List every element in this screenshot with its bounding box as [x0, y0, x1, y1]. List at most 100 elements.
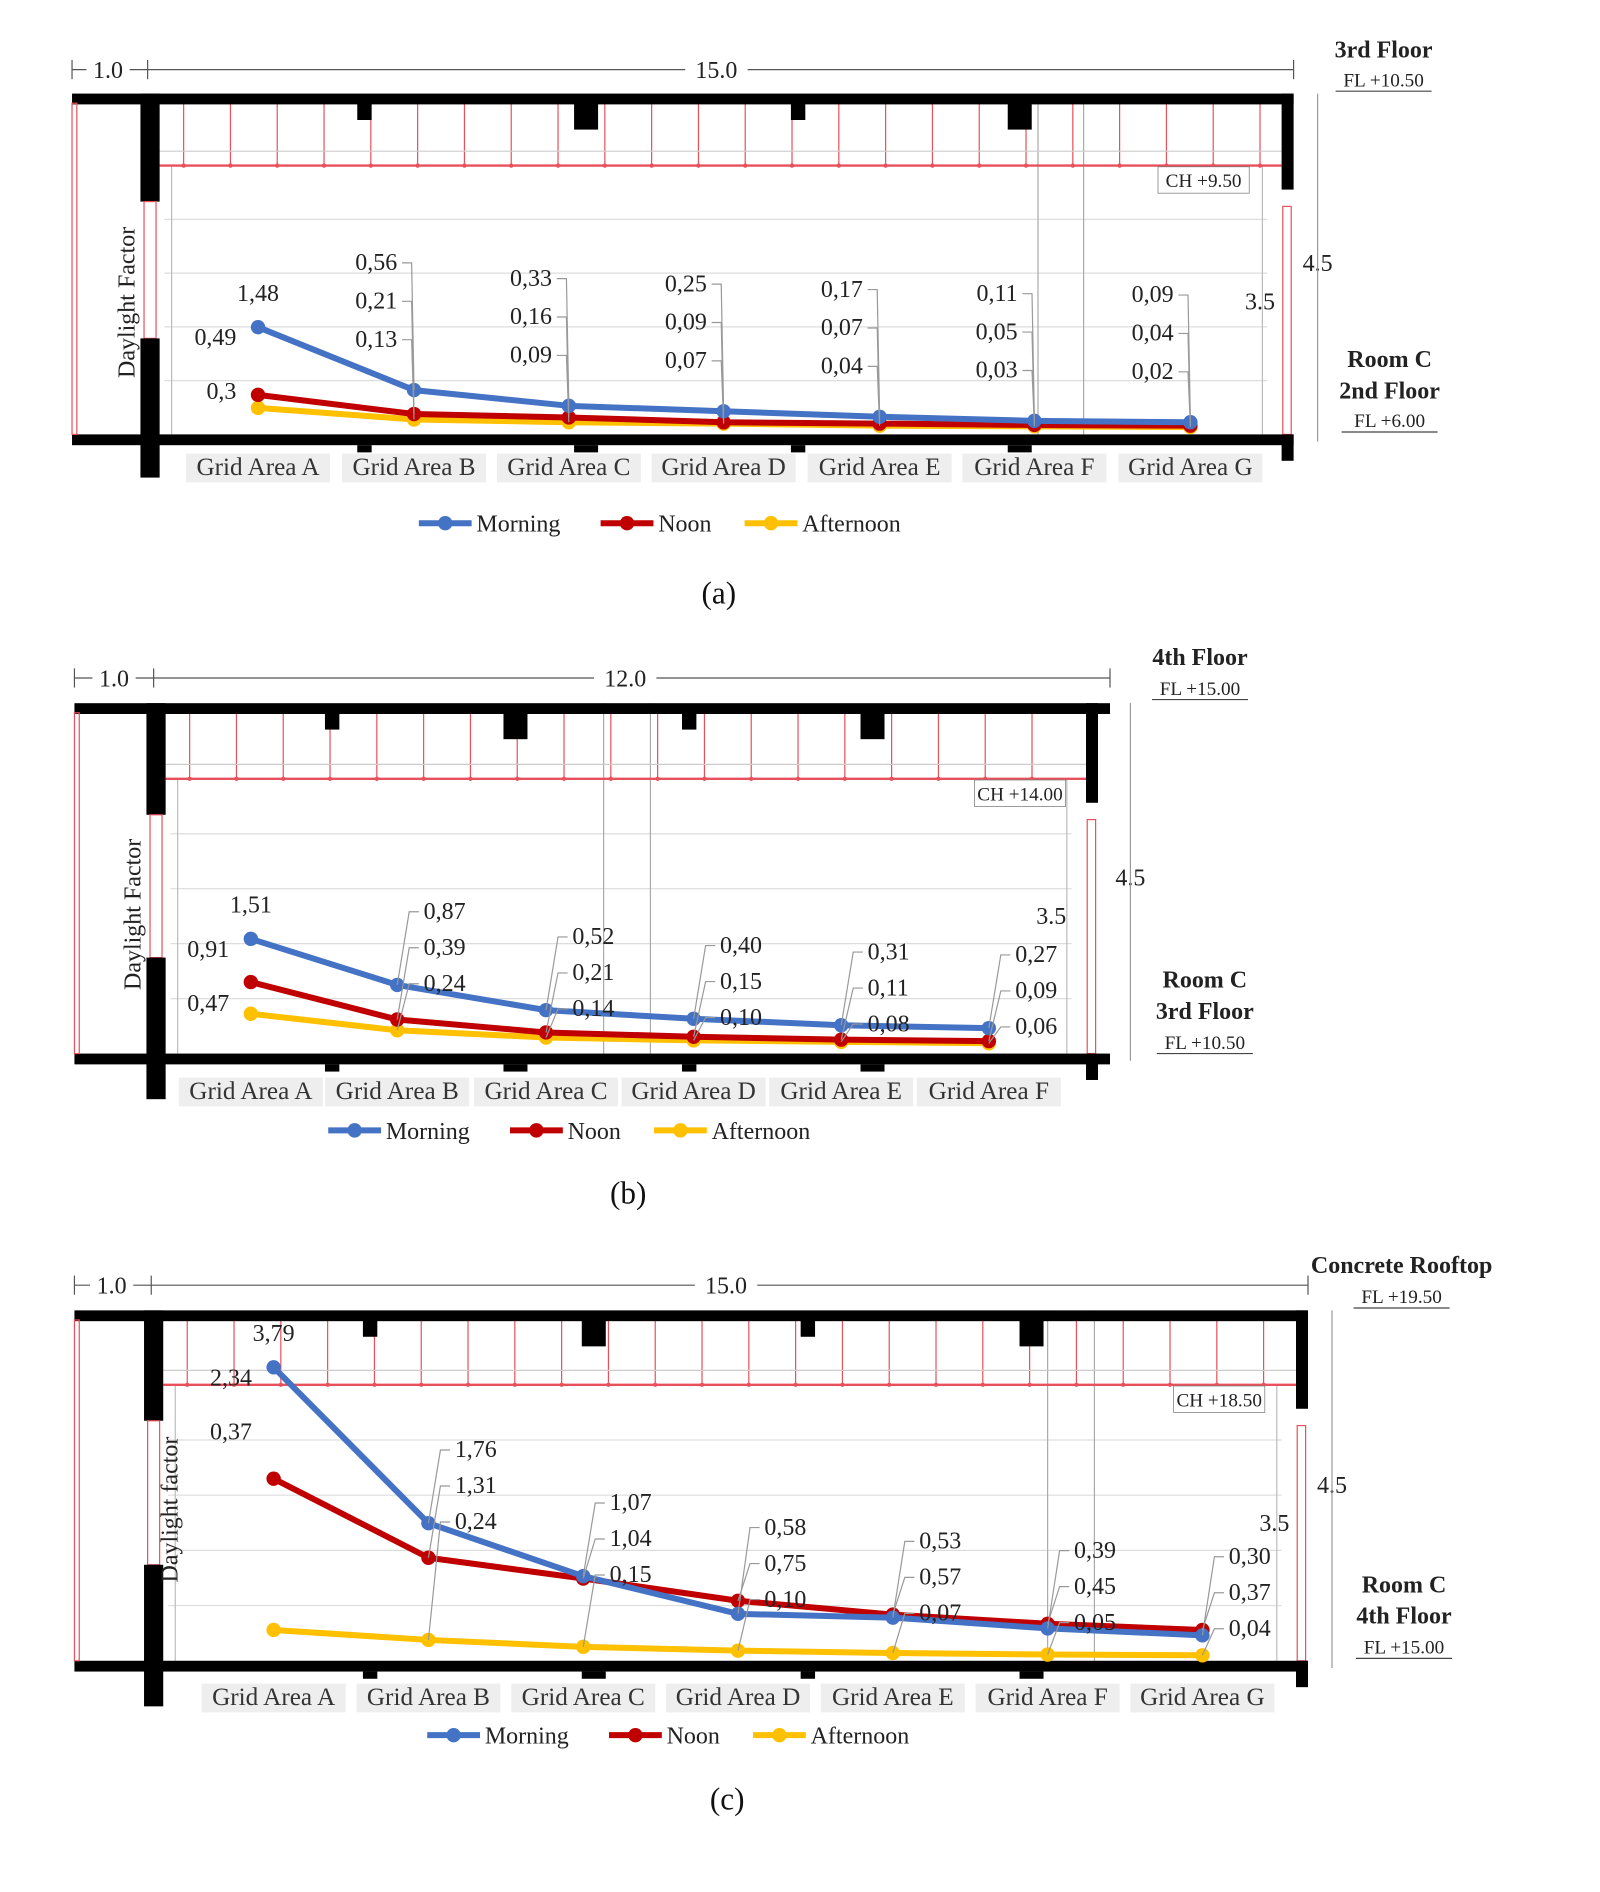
room-label: Room C	[1362, 1572, 1447, 1598]
legend-marker	[763, 515, 779, 531]
category-bg	[651, 453, 796, 483]
legend-label: Morning	[485, 1724, 569, 1750]
dim-bg	[90, 1270, 134, 1300]
data-label-noon: 0,37	[1229, 1580, 1271, 1606]
label-leader	[737, 1562, 760, 1601]
right-wall	[1086, 703, 1099, 803]
legend-marker	[446, 1727, 461, 1743]
data-point-noon	[421, 1550, 436, 1565]
data-label-afternoon: 0,07	[919, 1601, 961, 1627]
data-point-morning	[243, 931, 259, 947]
label-leader	[892, 1576, 915, 1615]
x-tick-label: Grid Area F	[929, 1078, 1049, 1105]
category-bg	[820, 1683, 965, 1713]
label-leader	[988, 990, 1011, 1042]
beam-stub	[1019, 1671, 1044, 1679]
category-bg	[916, 1077, 1061, 1107]
data-label-morning: 0,09	[1132, 282, 1174, 308]
label-leader	[545, 1008, 568, 1038]
ceiling-tag	[974, 779, 1066, 807]
label-leader	[840, 951, 863, 1026]
beam-stub	[357, 445, 372, 453]
clear-height-label: 3.5	[1036, 904, 1066, 930]
label-leader	[840, 1023, 863, 1043]
data-label-noon: 0,15	[720, 969, 762, 995]
facade-edge	[73, 712, 80, 1055]
legend-item-noon: Noon	[510, 1119, 621, 1145]
category-bg	[769, 1077, 914, 1107]
data-label-afternoon: 0,08	[868, 1011, 910, 1037]
data-label-afternoon: 0,3	[206, 379, 236, 405]
right-wall-lower	[1086, 1053, 1099, 1080]
legend-item-morning: Morning	[427, 1724, 569, 1750]
label-leader	[1047, 1550, 1070, 1629]
room-label: Room C	[1347, 347, 1432, 373]
data-point-afternoon	[243, 1006, 259, 1021]
label-leader	[427, 1485, 451, 1558]
legend-label: Noon	[667, 1724, 720, 1750]
data-point-noon	[243, 974, 259, 990]
legend-label: Noon	[568, 1119, 621, 1145]
data-label-noon: 0,49	[194, 325, 236, 351]
beam-stub	[800, 1671, 816, 1679]
data-label-noon: 0,09	[1015, 978, 1057, 1004]
data-label-morning: 0,17	[821, 277, 863, 303]
beam-stub	[790, 445, 806, 453]
beam	[681, 712, 697, 730]
beam	[503, 712, 528, 740]
floor-level: FL +15.00	[1364, 1638, 1444, 1659]
data-point-morning	[266, 1360, 281, 1375]
label-leader	[402, 262, 415, 391]
data-label-morning: 1,07	[610, 1490, 652, 1516]
facade-edge	[71, 102, 78, 435]
legend-marker	[347, 1123, 362, 1138]
category-bg	[1118, 453, 1263, 483]
data-label-afternoon: 0,37	[210, 1419, 252, 1445]
category-bg	[1130, 1683, 1275, 1713]
data-label-afternoon: 0,05	[1074, 1610, 1116, 1636]
label-leader	[988, 954, 1011, 1029]
legend-item-afternoon: Afternoon	[753, 1724, 909, 1750]
right-window	[1282, 205, 1292, 435]
beam	[1019, 1319, 1044, 1347]
x-tick-label: Grid Area A	[212, 1684, 335, 1711]
top-slab	[74, 703, 1111, 714]
x-tick-label: Grid Area A	[196, 454, 319, 481]
x-tick-label: Grid Area E	[832, 1684, 954, 1711]
data-point-morning	[250, 319, 266, 335]
category-bg	[186, 453, 331, 483]
dimension-span-label: 15.0	[705, 1274, 747, 1300]
category-bg	[356, 1683, 501, 1713]
legend-marker	[772, 1727, 787, 1743]
label-leader	[1201, 1628, 1225, 1656]
ceiling-tag	[1157, 166, 1250, 194]
data-label-morning: 1,76	[455, 1437, 497, 1463]
beam-stub	[581, 1671, 606, 1679]
data-label-noon: 0,05	[976, 319, 1018, 345]
data-label-afternoon: 0,14	[572, 996, 614, 1022]
label-leader	[582, 1538, 605, 1579]
floor-level: FL +10.50	[1165, 1033, 1245, 1054]
data-label-morning: 0,25	[665, 271, 707, 297]
category-bg	[511, 1683, 656, 1713]
x-tick-label: Grid Area B	[336, 1078, 459, 1105]
right-window	[1296, 1424, 1307, 1662]
data-point-afternoon	[250, 400, 266, 416]
beam	[362, 1319, 378, 1337]
data-label-afternoon: 0,10	[720, 1005, 762, 1031]
x-tick-label: Grid Area F	[987, 1684, 1107, 1711]
ceiling-height-label: CH +14.00	[977, 784, 1062, 805]
label-leader	[988, 1026, 1011, 1044]
y-axis-label: Daylight Factor	[114, 227, 140, 378]
data-label-noon: 0,04	[1132, 321, 1174, 347]
x-tick-label: Grid Area G	[1140, 1684, 1265, 1711]
x-tick-label: Grid Area B	[352, 454, 475, 481]
upper-floor-level: FL +15.00	[1160, 679, 1240, 700]
label-leader	[693, 1016, 716, 1041]
data-label-noon: 0,11	[868, 975, 909, 1001]
data-point-noon	[250, 387, 266, 403]
data-label-noon: 0,91	[187, 937, 229, 963]
label-leader	[1201, 1592, 1225, 1631]
